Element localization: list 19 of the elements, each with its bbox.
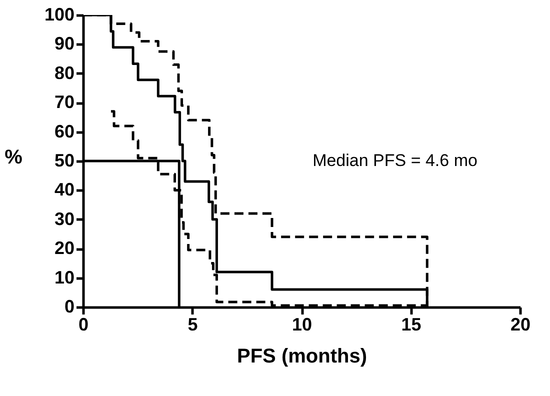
x-tick-label: 0 — [78, 314, 89, 334]
y-tick-label: 50 — [54, 150, 74, 170]
y-tick-label: 20 — [54, 238, 74, 258]
y-tick-label: 90 — [54, 34, 74, 54]
x-tick-label: 15 — [401, 314, 422, 334]
y-tick-label: 0 — [64, 296, 74, 316]
annotation: Median PFS = 4.6 mo — [312, 151, 478, 170]
y-tick-label: 80 — [54, 62, 74, 83]
y-tick-label: 70 — [54, 92, 74, 112]
x-tick-label: 5 — [188, 314, 198, 334]
x-axis-title: PFS (months) — [237, 346, 367, 368]
x-tick-label: 10 — [292, 314, 312, 334]
x-tick-label: 20 — [510, 314, 531, 334]
y-tick-label: 60 — [54, 121, 74, 142]
y-axis-title: % — [4, 146, 23, 168]
y-tick-label: 10 — [54, 267, 74, 288]
y-tick-label: 40 — [54, 180, 74, 200]
y-tick-label: 100 — [44, 4, 74, 24]
y-tick-label: 30 — [54, 208, 74, 229]
